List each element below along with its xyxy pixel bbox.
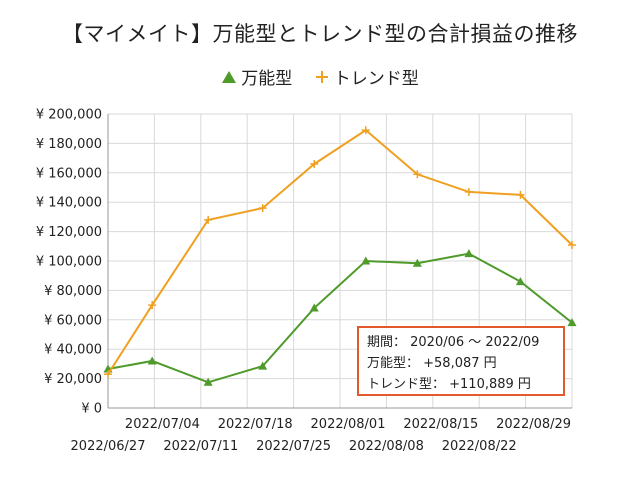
summary-period: 期間： 2020/06 ～ 2022/09: [367, 335, 540, 350]
y-tick-label: ¥ 0: [81, 402, 102, 417]
y-tick-label: ¥ 140,000: [36, 196, 102, 211]
data-point-marker: [309, 303, 319, 312]
summary-trend: トレンド型： +110,889 円: [367, 377, 531, 392]
data-point-marker: [413, 170, 422, 179]
x-tick-label: 2022/08/15: [403, 417, 478, 432]
x-tick-label: 2022/07/04: [125, 417, 200, 432]
data-point-marker: [148, 301, 157, 310]
y-tick-label: ¥ 120,000: [36, 225, 102, 240]
series-line-0: [107, 252, 573, 384]
x-tick-label: 2022/07/11: [163, 439, 238, 454]
y-tick-label: ¥ 200,000: [36, 108, 102, 123]
series-lines: [103, 126, 577, 386]
legend-item-trend: トレンド型: [314, 64, 419, 89]
data-point-marker: [258, 204, 267, 213]
x-tick-label: 2022/08/29: [496, 417, 571, 432]
y-tick-label: ¥ 40,000: [44, 343, 102, 358]
y-tick-label: ¥ 80,000: [44, 284, 102, 299]
axes: [107, 114, 572, 409]
y-tick-label: ¥ 100,000: [36, 255, 102, 270]
chart-title: 【マイメイト】万能型とトレンド型の合計損益の推移: [62, 22, 578, 46]
x-tick-label: 2022/06/27: [71, 439, 146, 454]
x-tick-label: 2022/07/18: [218, 417, 293, 432]
summary-all-round: 万能型： +58,087 円: [367, 356, 497, 371]
y-tick-label: ¥ 60,000: [44, 313, 102, 328]
y-tick-label: ¥ 180,000: [36, 137, 102, 152]
data-point-marker: [516, 190, 525, 199]
data-point-marker: [515, 277, 525, 286]
data-point-marker: [258, 361, 268, 370]
data-point-marker: [361, 126, 370, 135]
data-point-marker: [147, 356, 157, 365]
data-point-marker: [203, 377, 213, 386]
x-tick-label: 2022/08/22: [442, 439, 517, 454]
legend-label-trend: トレンド型: [333, 69, 419, 89]
triangle-marker-icon: [222, 70, 237, 83]
data-point-marker: [567, 318, 577, 327]
data-point-marker: [204, 215, 213, 224]
data-point-marker: [464, 249, 474, 258]
legend-item-all-round: 万能型: [221, 64, 292, 89]
data-point-marker: [104, 370, 112, 379]
legend: 万能型 トレンド型: [0, 64, 640, 89]
plus-marker-icon: [315, 70, 328, 83]
data-point-marker: [310, 159, 319, 168]
data-point-marker: [361, 256, 371, 265]
y-tick-label: ¥ 20,000: [44, 372, 102, 387]
tick-labels: ¥ 0 ¥ 20,000 ¥ 40,000 ¥ 60,000 ¥ 80,000 ¥ 100…: [36, 108, 571, 455]
data-point-marker: [568, 240, 576, 249]
series-line-1: [107, 128, 573, 375]
x-tick-label: 2022/07/25: [256, 439, 331, 454]
summary-box: 期間： 2020/06 ～ 2022/09 万能型： +58,087 円 トレン…: [357, 326, 565, 396]
x-tick-label: 2022/08/08: [349, 439, 424, 454]
legend-label-all-round: 万能型: [241, 69, 293, 89]
data-point-marker: [412, 258, 422, 267]
x-tick-label: 2022/08/01: [311, 417, 386, 432]
y-tick-label: ¥ 160,000: [36, 166, 102, 181]
data-point-marker: [464, 187, 473, 196]
